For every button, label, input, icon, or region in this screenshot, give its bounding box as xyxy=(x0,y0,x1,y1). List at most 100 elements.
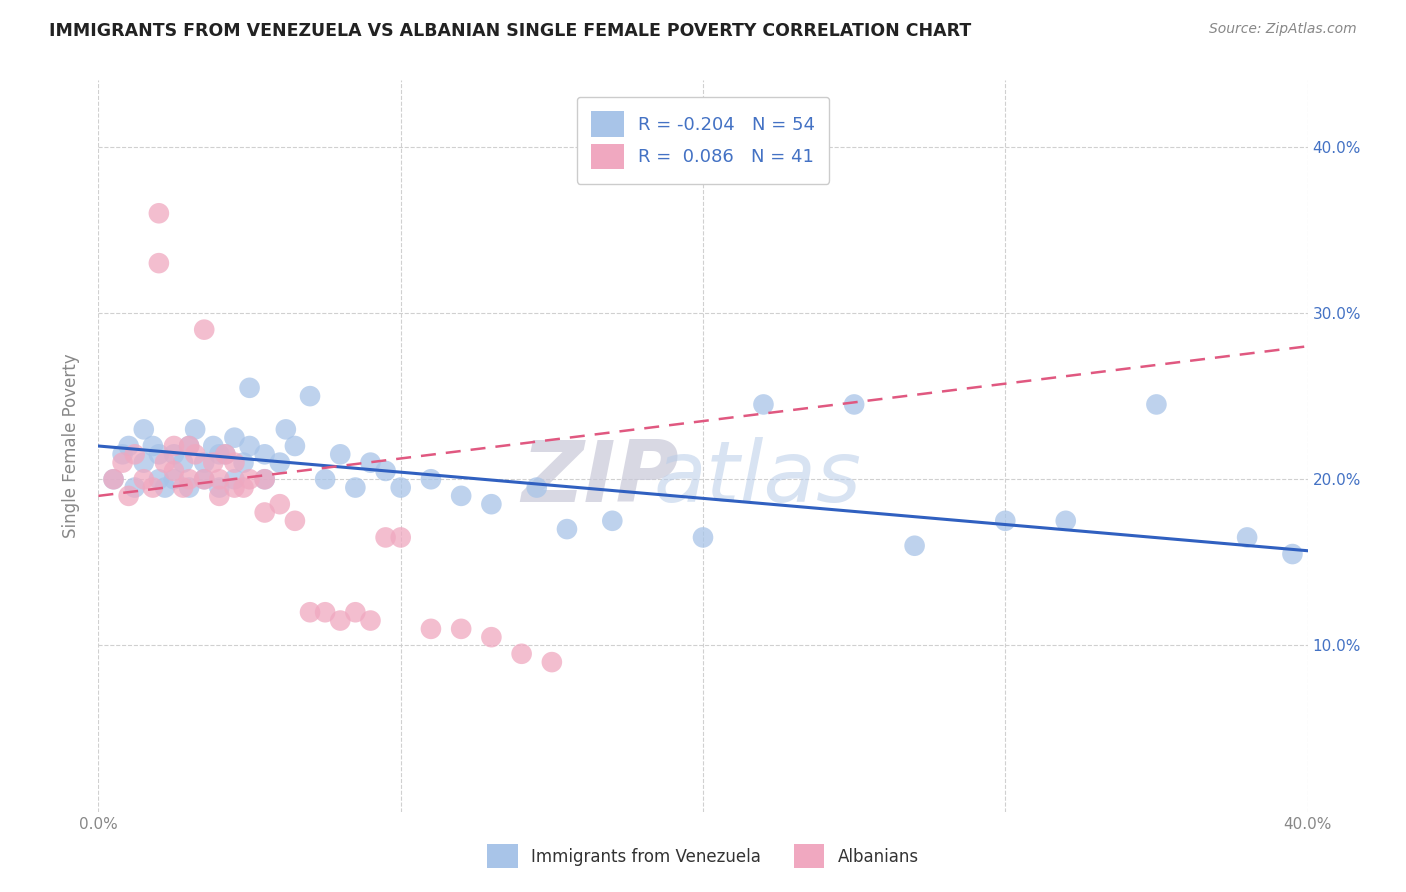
Point xyxy=(602,514,624,528)
Point xyxy=(994,514,1017,528)
Point xyxy=(314,605,336,619)
Point xyxy=(163,472,186,486)
Y-axis label: Single Female Poverty: Single Female Poverty xyxy=(62,354,80,538)
Point xyxy=(253,506,276,520)
Point xyxy=(214,447,236,461)
Point xyxy=(148,206,170,220)
Point xyxy=(284,514,307,528)
Point xyxy=(179,439,201,453)
Point xyxy=(224,481,246,495)
Point xyxy=(1236,530,1258,544)
Legend: Immigrants from Venezuela, Albanians: Immigrants from Venezuela, Albanians xyxy=(481,838,925,875)
Point xyxy=(208,472,231,486)
Point xyxy=(193,323,215,337)
Legend: R = -0.204   N = 54, R =  0.086   N = 41: R = -0.204 N = 54, R = 0.086 N = 41 xyxy=(576,96,830,184)
Point xyxy=(284,439,307,453)
Point xyxy=(142,439,165,453)
Point xyxy=(329,614,352,628)
Point xyxy=(224,431,246,445)
Point xyxy=(253,447,276,461)
Point xyxy=(153,456,176,470)
Point xyxy=(172,456,194,470)
Point xyxy=(374,464,396,478)
Point xyxy=(142,481,165,495)
Point xyxy=(540,655,562,669)
Point xyxy=(344,605,367,619)
Point xyxy=(111,447,134,461)
Point xyxy=(148,447,170,461)
Point xyxy=(202,456,225,470)
Point xyxy=(132,456,155,470)
Point xyxy=(1054,514,1077,528)
Point xyxy=(148,472,170,486)
Point xyxy=(555,522,578,536)
Point xyxy=(172,481,194,495)
Point xyxy=(692,530,714,544)
Point xyxy=(124,481,146,495)
Point xyxy=(208,447,231,461)
Point xyxy=(239,381,262,395)
Point xyxy=(118,439,141,453)
Point xyxy=(299,605,322,619)
Point xyxy=(360,456,382,470)
Point xyxy=(420,622,443,636)
Point xyxy=(208,481,231,495)
Point xyxy=(184,422,207,436)
Point xyxy=(163,447,186,461)
Point xyxy=(111,456,134,470)
Point xyxy=(344,481,367,495)
Point xyxy=(103,472,125,486)
Text: atlas: atlas xyxy=(654,437,862,520)
Point xyxy=(360,614,382,628)
Text: ZIP: ZIP xyxy=(522,437,679,520)
Point xyxy=(374,530,396,544)
Point xyxy=(132,422,155,436)
Point xyxy=(153,481,176,495)
Point xyxy=(163,439,186,453)
Point xyxy=(163,464,186,478)
Point xyxy=(299,389,322,403)
Point xyxy=(1281,547,1303,561)
Point xyxy=(269,456,291,470)
Point xyxy=(269,497,291,511)
Point xyxy=(208,489,231,503)
Point xyxy=(329,447,352,461)
Point xyxy=(253,472,276,486)
Point xyxy=(103,472,125,486)
Point xyxy=(389,481,412,495)
Point xyxy=(420,472,443,486)
Point xyxy=(389,530,412,544)
Point xyxy=(450,622,472,636)
Point xyxy=(179,439,201,453)
Point xyxy=(450,489,472,503)
Point xyxy=(239,439,262,453)
Text: IMMIGRANTS FROM VENEZUELA VS ALBANIAN SINGLE FEMALE POVERTY CORRELATION CHART: IMMIGRANTS FROM VENEZUELA VS ALBANIAN SI… xyxy=(49,22,972,40)
Point xyxy=(232,481,254,495)
Point xyxy=(224,456,246,470)
Point xyxy=(124,447,146,461)
Point xyxy=(752,397,775,411)
Point xyxy=(214,447,236,461)
Point xyxy=(904,539,927,553)
Point xyxy=(193,472,215,486)
Text: Source: ZipAtlas.com: Source: ZipAtlas.com xyxy=(1209,22,1357,37)
Point xyxy=(481,497,503,511)
Point xyxy=(224,472,246,486)
Point xyxy=(253,472,276,486)
Point xyxy=(184,447,207,461)
Point xyxy=(526,481,548,495)
Point xyxy=(844,397,866,411)
Point xyxy=(179,472,201,486)
Point xyxy=(510,647,533,661)
Point xyxy=(232,456,254,470)
Point xyxy=(132,472,155,486)
Point xyxy=(314,472,336,486)
Point xyxy=(179,481,201,495)
Point xyxy=(148,256,170,270)
Point xyxy=(118,489,141,503)
Point xyxy=(239,472,262,486)
Point xyxy=(193,472,215,486)
Point xyxy=(202,439,225,453)
Point xyxy=(274,422,297,436)
Point xyxy=(193,456,215,470)
